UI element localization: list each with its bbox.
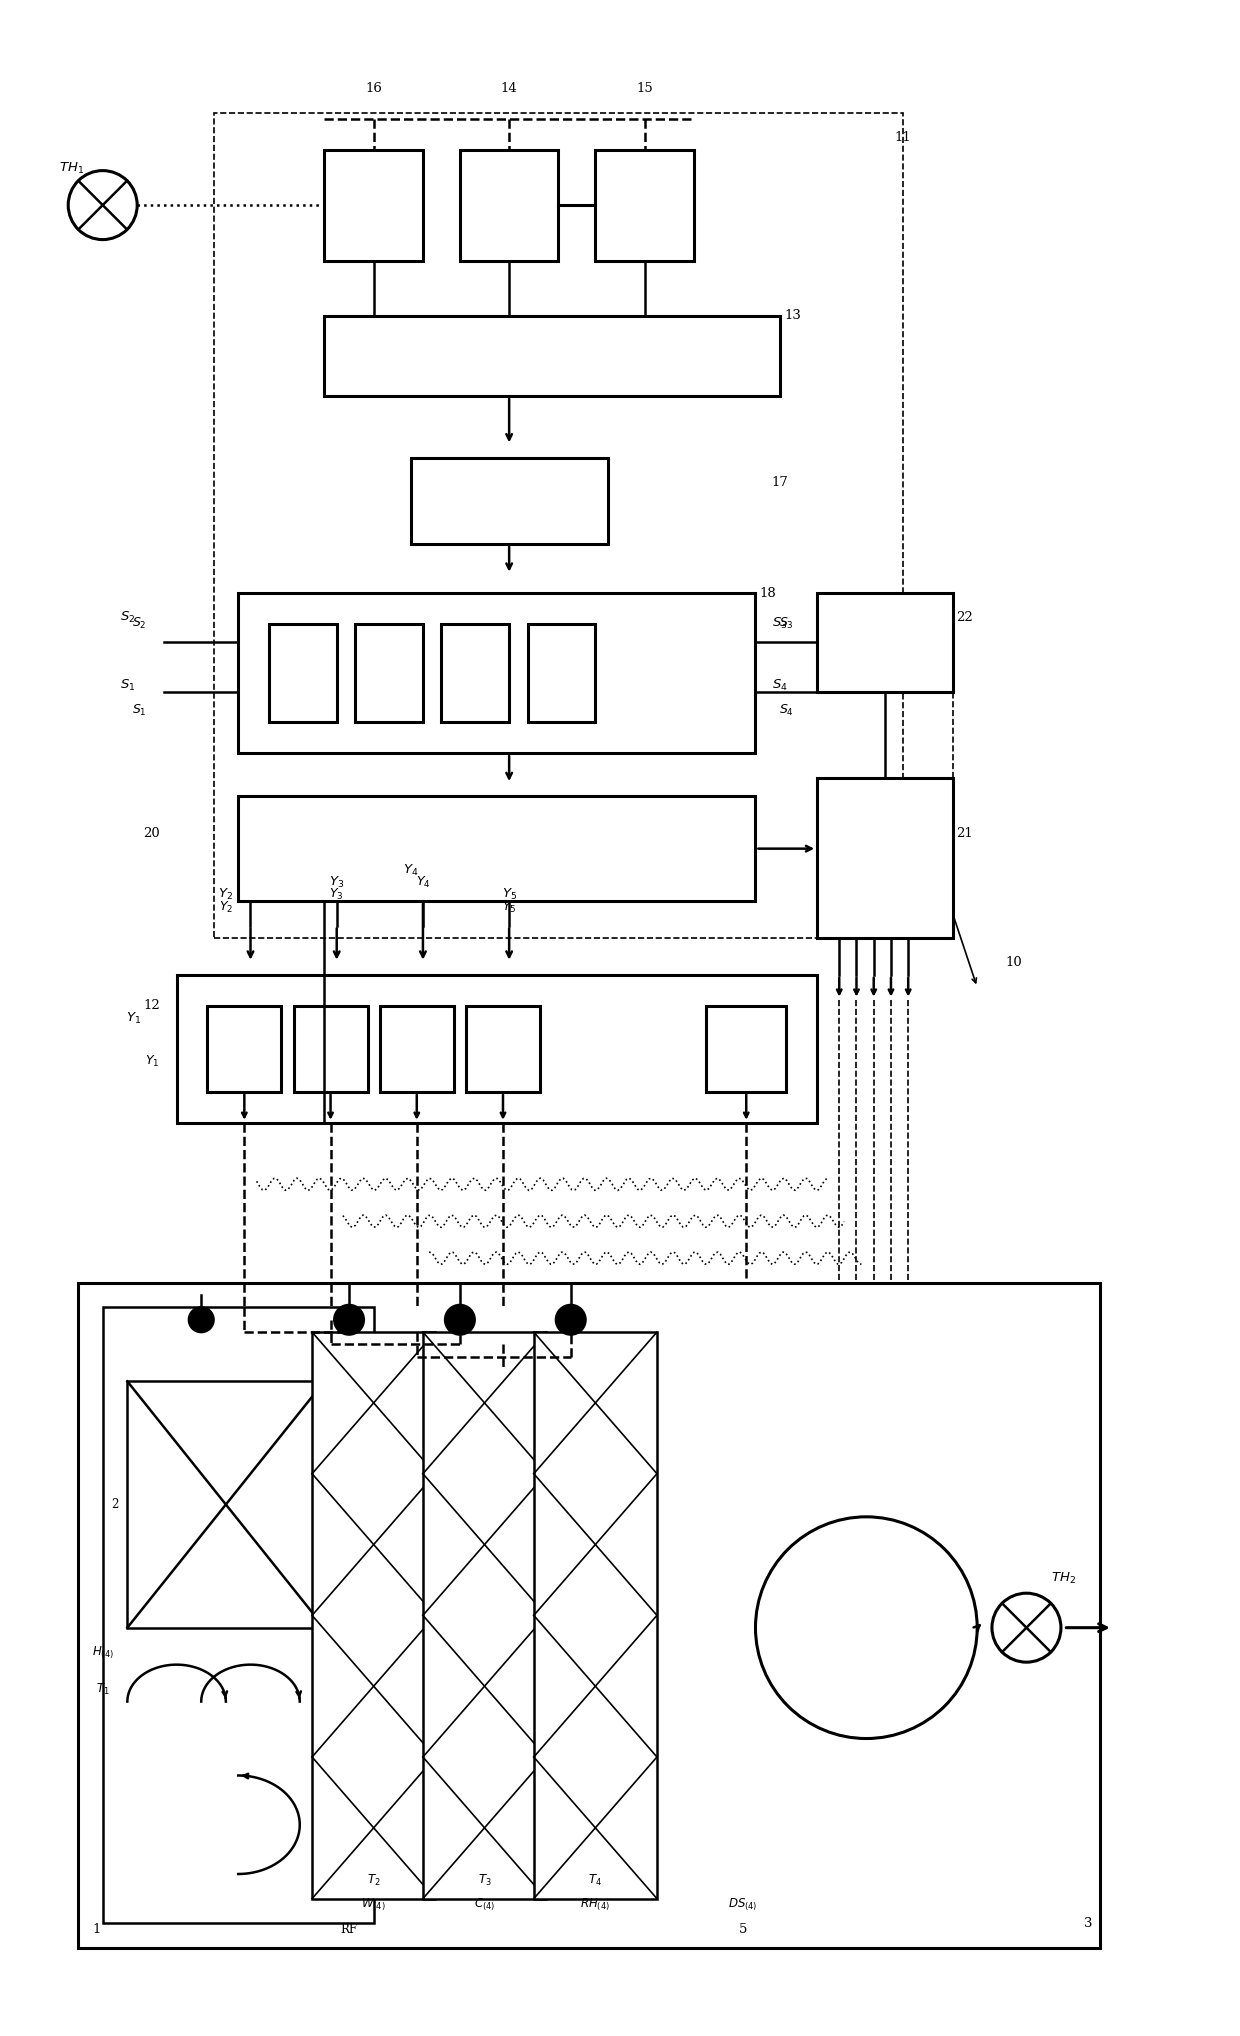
Bar [441,623,510,723]
Text: 1: 1 [92,1922,100,1936]
Bar [817,778,952,939]
Bar [207,1006,281,1091]
Text: $TH_2$: $TH_2$ [1052,1572,1076,1586]
Text: 13: 13 [784,309,801,322]
Text: $TH_1$: $TH_1$ [60,161,84,175]
Text: $S_3$: $S_3$ [779,617,794,631]
Text: 21: 21 [956,827,973,839]
Bar [213,112,903,939]
Bar [238,592,755,753]
Text: 15: 15 [636,81,653,94]
Text: $DS_{(4)}$: $DS_{(4)}$ [728,1898,758,1914]
Text: $Y_2$: $Y_2$ [218,900,233,914]
Text: $S_3$: $S_3$ [773,617,787,631]
Bar [379,1006,454,1091]
Text: $RH_{(4)}$: $RH_{(4)}$ [580,1898,610,1914]
Text: 11: 11 [895,130,911,145]
Text: 10: 10 [1006,957,1023,969]
Text: RF: RF [341,1922,357,1936]
Text: 17: 17 [771,476,789,489]
Text: $Y_1$: $Y_1$ [145,1053,159,1069]
Bar [325,316,780,397]
Text: $S_4$: $S_4$ [779,702,794,717]
Text: 18: 18 [759,586,776,599]
Text: 20: 20 [144,827,160,839]
Text: $Y_5$: $Y_5$ [502,888,517,902]
Text: $T_1$: $T_1$ [95,1682,109,1696]
Bar [707,1006,786,1091]
Circle shape [556,1305,585,1334]
Text: $Y_3$: $Y_3$ [329,875,345,890]
Text: $S_2$: $S_2$ [133,617,146,631]
Bar [78,1283,1100,1948]
Text: $Y_3$: $Y_3$ [330,888,343,902]
Bar [312,1332,435,1900]
Text: $T_4$: $T_4$ [589,1873,603,1887]
Text: $T_2$: $T_2$ [367,1873,381,1887]
Text: $Y_2$: $Y_2$ [218,888,233,902]
Circle shape [755,1517,977,1739]
Circle shape [992,1594,1061,1661]
Text: 2: 2 [112,1498,119,1511]
Circle shape [188,1307,213,1332]
Bar [460,151,558,261]
Bar [269,623,337,723]
Text: $T_3$: $T_3$ [477,1873,491,1887]
Text: 14: 14 [501,81,517,94]
Bar [533,1332,657,1900]
Bar [466,1006,539,1091]
Bar [325,151,423,261]
Text: $C_{(4)}$: $C_{(4)}$ [474,1898,495,1914]
Bar [355,623,423,723]
Bar [410,458,608,544]
Text: 3: 3 [1084,1916,1092,1930]
Bar [423,1332,546,1900]
Text: 5: 5 [739,1922,748,1936]
Text: $S_1$: $S_1$ [133,702,148,717]
Text: 16: 16 [366,81,382,94]
Bar [103,1307,373,1924]
Text: $Y_4$: $Y_4$ [403,863,418,878]
Bar [595,151,694,261]
Text: $S_2$: $S_2$ [120,611,135,625]
Bar [238,796,755,902]
Text: $H_{(4)}$: $H_{(4)}$ [92,1645,114,1661]
Bar [294,1006,367,1091]
Text: $Y_1$: $Y_1$ [126,1010,141,1026]
Circle shape [68,171,138,240]
Text: 22: 22 [956,611,973,625]
Text: $Y_4$: $Y_4$ [415,875,430,890]
Text: $W_{(4)}$: $W_{(4)}$ [361,1898,386,1914]
Bar [176,975,817,1122]
Bar [817,592,952,692]
Bar [528,623,595,723]
Text: $Y_5$: $Y_5$ [502,900,516,914]
Text: $S_1$: $S_1$ [119,678,135,692]
Text: $S_4$: $S_4$ [773,678,787,692]
Bar [128,1380,325,1627]
Circle shape [335,1305,363,1334]
Text: 12: 12 [144,1000,160,1012]
Circle shape [445,1305,475,1334]
